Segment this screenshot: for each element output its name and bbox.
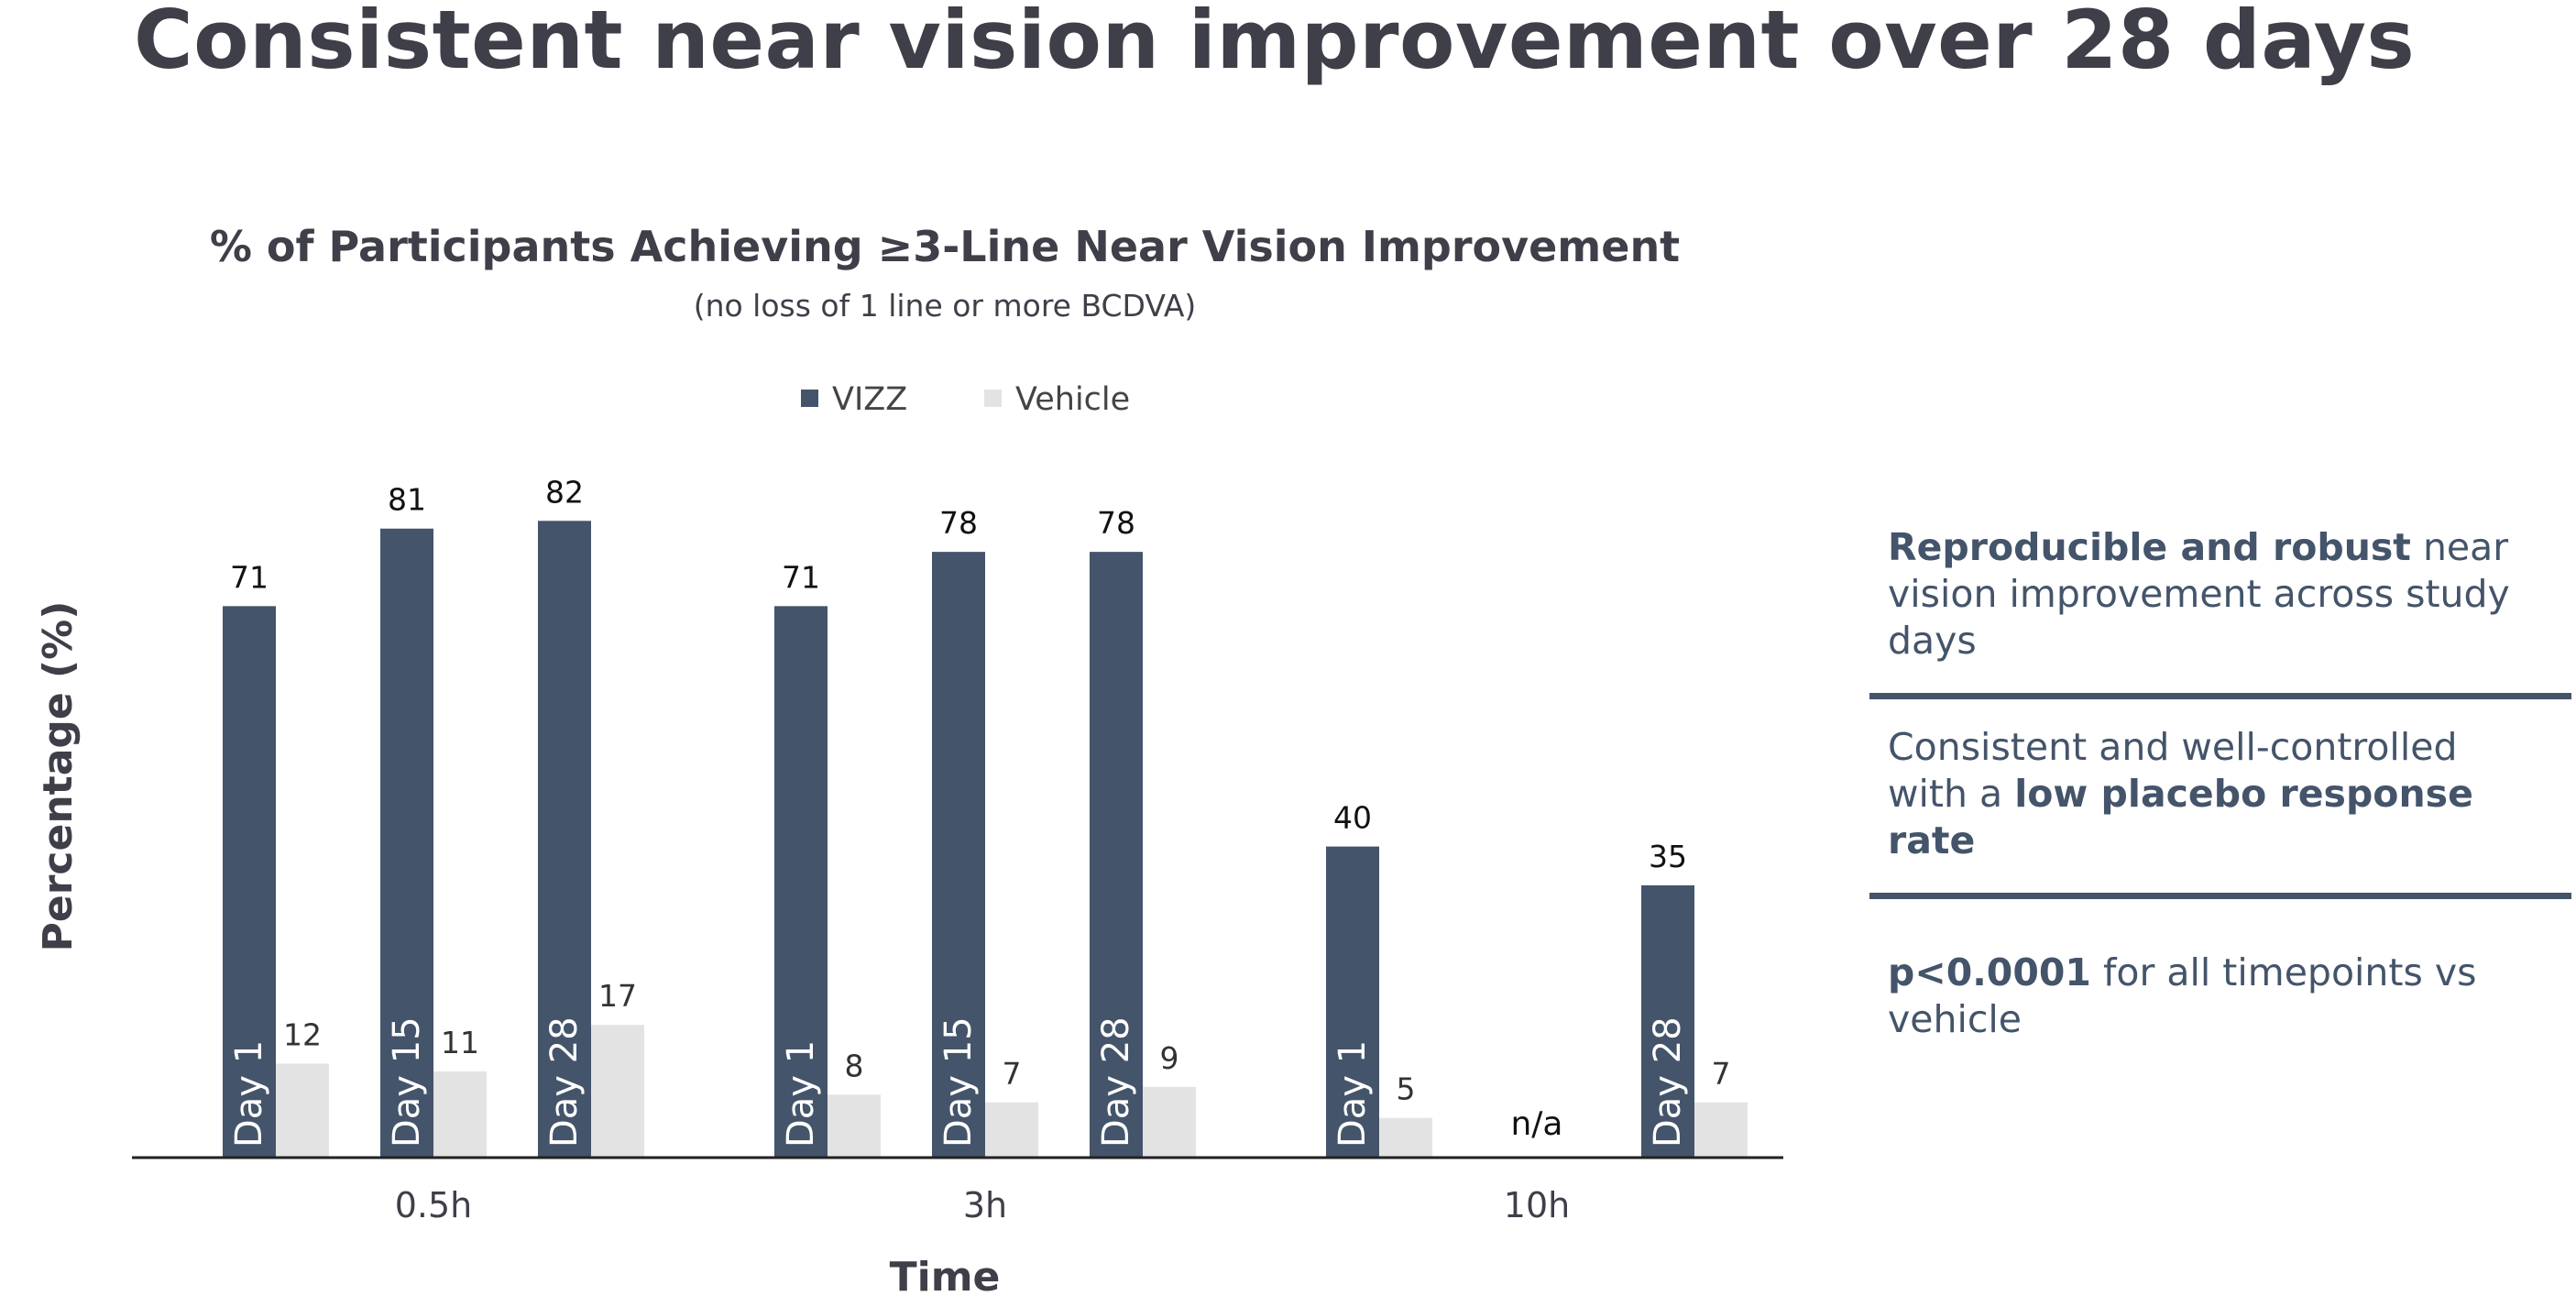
legend-swatch xyxy=(984,390,1002,407)
divider xyxy=(1869,693,2571,699)
data-label: 78 xyxy=(939,505,978,541)
legend-label: VIZZ xyxy=(832,381,907,418)
day-label: Day 1 xyxy=(780,1040,822,1148)
vehicle-bar xyxy=(433,1071,487,1157)
data-label: 71 xyxy=(230,559,269,595)
data-label: 35 xyxy=(1649,839,1687,874)
day-label: Day 1 xyxy=(228,1040,270,1148)
day-label: Day 28 xyxy=(1095,1016,1137,1148)
vehicle-bar xyxy=(276,1063,329,1157)
vehicle-bar xyxy=(1694,1102,1748,1157)
panel-point-1: Reproducible and robust near vision impr… xyxy=(1888,524,2548,664)
chart-subtitle: (no loss of 1 line or more BCDVA) xyxy=(694,288,1197,324)
panel-text-segment: near vision improvement across study day… xyxy=(1888,525,2510,663)
vehicle-bar xyxy=(1143,1086,1196,1157)
day-label: Day 28 xyxy=(1647,1016,1689,1148)
data-label: 17 xyxy=(598,978,637,1014)
vizz-bar xyxy=(1326,846,1379,1157)
data-label: 40 xyxy=(1333,800,1372,836)
day-label: Day 28 xyxy=(543,1016,586,1148)
legend-label: Vehicle xyxy=(1015,381,1130,418)
legend-swatch xyxy=(801,390,818,407)
panel-text-segment: for all timepoints vs vehicle xyxy=(1888,950,2477,1041)
panel-text-segment: low placebo response rate xyxy=(1888,772,2473,862)
data-label: 11 xyxy=(441,1025,479,1060)
data-label: 12 xyxy=(283,1016,322,1052)
data-label: 5 xyxy=(1397,1071,1416,1107)
x-tick-label: 0.5h xyxy=(395,1185,473,1225)
data-label: 82 xyxy=(545,474,584,510)
panel-text-segment: p<0.0001 xyxy=(1888,950,2091,994)
x-tick-label: 10h xyxy=(1504,1185,1570,1225)
data-label: 8 xyxy=(845,1048,864,1083)
vizz-bar xyxy=(774,606,828,1157)
data-label: 71 xyxy=(782,559,820,595)
vehicle-bar xyxy=(828,1094,881,1157)
data-label: 9 xyxy=(1160,1040,1179,1076)
vehicle-bar xyxy=(591,1025,644,1157)
vehicle-bar xyxy=(1379,1117,1432,1157)
data-label: 78 xyxy=(1097,505,1135,541)
page-title: Consistent near vision improvement over … xyxy=(134,0,2416,87)
vizz-bar xyxy=(538,521,591,1157)
vehicle-bar xyxy=(985,1102,1038,1157)
panel-point-2: Consistent and well-controlled with a lo… xyxy=(1888,724,2548,864)
missing-label: n/a xyxy=(1510,1105,1562,1143)
y-axis-label: Percentage (%) xyxy=(35,601,82,952)
divider xyxy=(1869,893,2571,899)
data-label: 81 xyxy=(388,482,426,518)
panel-text-segment: Consistent and well-controlled with a xyxy=(1888,725,2458,816)
panel-text-segment: Reproducible and robust xyxy=(1888,525,2411,569)
day-label: Day 15 xyxy=(937,1016,980,1148)
vizz-bar xyxy=(932,552,985,1157)
vizz-bar xyxy=(1090,552,1143,1157)
x-tick-label: 3h xyxy=(963,1185,1007,1225)
x-axis-label: Time xyxy=(890,1254,1001,1301)
vizz-bar xyxy=(1641,884,1694,1157)
panel-point-3: p<0.0001 for all timepoints vs vehicle xyxy=(1888,950,2548,1043)
vizz-bar xyxy=(380,528,433,1157)
legend: VIZZ Vehicle xyxy=(801,381,1130,418)
day-label: Day 1 xyxy=(1332,1040,1374,1148)
day-label: Day 15 xyxy=(386,1016,428,1148)
data-label: 7 xyxy=(1712,1056,1731,1092)
vizz-bar xyxy=(223,606,276,1157)
chart-title: % of Participants Achieving ≥3-Line Near… xyxy=(210,222,1680,271)
data-label: 7 xyxy=(1003,1056,1022,1092)
